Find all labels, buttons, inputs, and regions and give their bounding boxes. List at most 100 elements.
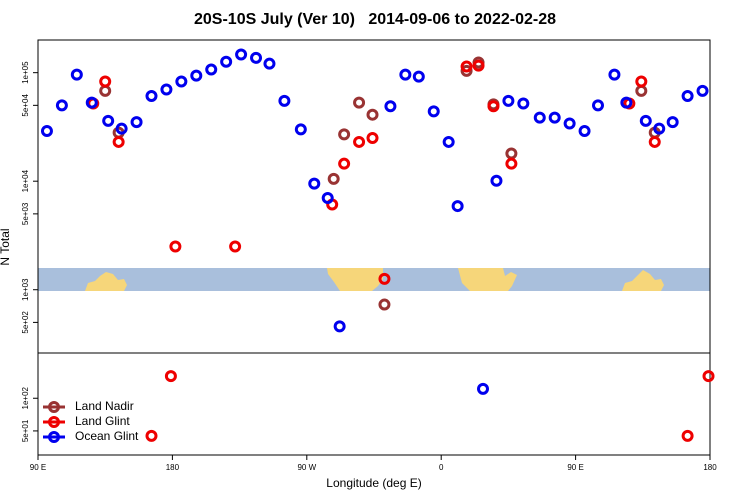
marker bbox=[40, 125, 53, 138]
marker bbox=[229, 240, 242, 253]
legend-marker bbox=[48, 431, 60, 443]
land-patch bbox=[85, 272, 127, 291]
x-tick-label: 90 E bbox=[567, 463, 583, 472]
marker bbox=[294, 123, 307, 136]
marker bbox=[366, 108, 379, 121]
land-patch bbox=[622, 270, 664, 291]
marker bbox=[490, 174, 503, 187]
marker bbox=[384, 100, 397, 113]
marker bbox=[635, 84, 648, 97]
y-tick-label: 5e+04 bbox=[21, 94, 30, 117]
marker bbox=[477, 382, 490, 395]
x-tick-label: 180 bbox=[166, 463, 180, 472]
marker bbox=[145, 429, 158, 442]
land-patch bbox=[327, 268, 383, 291]
marker bbox=[190, 69, 203, 82]
marker bbox=[681, 89, 694, 102]
marker bbox=[263, 57, 276, 70]
legend-label: Land Nadir bbox=[75, 399, 134, 413]
marker bbox=[635, 75, 648, 88]
marker bbox=[205, 63, 218, 76]
marker bbox=[412, 70, 425, 83]
marker bbox=[333, 320, 346, 333]
marker bbox=[427, 105, 440, 118]
marker bbox=[505, 147, 518, 160]
marker bbox=[696, 84, 709, 97]
marker bbox=[327, 172, 340, 185]
marker bbox=[487, 100, 500, 113]
marker bbox=[175, 75, 188, 88]
marker bbox=[517, 97, 530, 110]
x-axis-label: Longitude (deg E) bbox=[326, 476, 421, 490]
x-tick-label: 90 W bbox=[297, 463, 316, 472]
marker bbox=[145, 89, 158, 102]
marker bbox=[666, 116, 679, 129]
marker bbox=[578, 125, 591, 138]
marker bbox=[681, 429, 694, 442]
chart-title: 20S-10S July (Ver 10) 2014-09-06 to 2022… bbox=[194, 11, 556, 28]
legend-marker bbox=[48, 401, 60, 413]
marker bbox=[338, 128, 351, 141]
legend-label: Land Glint bbox=[75, 414, 130, 428]
y-tick-label: 5e+03 bbox=[21, 202, 30, 225]
marker bbox=[99, 84, 112, 97]
marker bbox=[648, 135, 661, 148]
marker bbox=[442, 135, 455, 148]
marker bbox=[220, 55, 233, 68]
marker bbox=[55, 99, 68, 112]
marker bbox=[164, 370, 177, 383]
marker bbox=[70, 68, 83, 81]
legend-label: Ocean Glint bbox=[75, 429, 139, 443]
marker bbox=[620, 96, 633, 109]
y-tick-label: 1e+03 bbox=[21, 278, 30, 301]
map-strip bbox=[38, 268, 710, 291]
marker bbox=[338, 157, 351, 170]
marker bbox=[533, 111, 546, 124]
marker bbox=[160, 83, 173, 96]
marker bbox=[308, 177, 321, 190]
marker bbox=[321, 192, 334, 205]
marker bbox=[85, 96, 98, 109]
marker bbox=[472, 59, 485, 72]
marker bbox=[250, 51, 263, 64]
marker bbox=[548, 111, 561, 124]
marker bbox=[130, 116, 143, 129]
marker bbox=[608, 68, 621, 81]
y-tick-label: 1e+05 bbox=[21, 61, 30, 84]
marker bbox=[592, 99, 604, 112]
marker bbox=[99, 75, 112, 88]
marker bbox=[451, 200, 464, 213]
marker bbox=[378, 298, 391, 311]
y-axis-label: N Total bbox=[0, 228, 12, 265]
y-tick-label: 1e+02 bbox=[21, 386, 30, 409]
marker bbox=[115, 122, 128, 135]
marker bbox=[278, 94, 291, 107]
marker bbox=[460, 60, 473, 73]
legend-marker bbox=[48, 416, 60, 428]
marker bbox=[366, 132, 379, 145]
marker bbox=[505, 157, 518, 170]
marker bbox=[502, 94, 515, 107]
marker bbox=[460, 64, 473, 77]
marker bbox=[353, 96, 366, 109]
land-patch bbox=[458, 268, 517, 291]
marker bbox=[169, 240, 182, 253]
y-tick-label: 1e+04 bbox=[21, 169, 30, 192]
x-tick-label: 180 bbox=[703, 463, 717, 472]
marker bbox=[378, 272, 391, 285]
x-tick-label: 90 E bbox=[30, 463, 46, 472]
plot-frame bbox=[37, 39, 711, 456]
marker bbox=[639, 114, 652, 127]
plot-area: 90 E 180 90 W 0 90 E 180 5e+01 1e+02 5e+02 1e+03 5… bbox=[21, 48, 717, 472]
marker bbox=[353, 135, 366, 148]
marker bbox=[653, 122, 666, 135]
marker bbox=[702, 370, 715, 383]
y-tick-label: 5e+02 bbox=[21, 311, 30, 334]
marker bbox=[563, 117, 576, 130]
y-tick-label: 5e+01 bbox=[21, 419, 30, 442]
marker bbox=[102, 114, 115, 127]
marker bbox=[112, 135, 125, 148]
x-tick-label: 0 bbox=[439, 463, 444, 472]
marker bbox=[235, 48, 248, 61]
